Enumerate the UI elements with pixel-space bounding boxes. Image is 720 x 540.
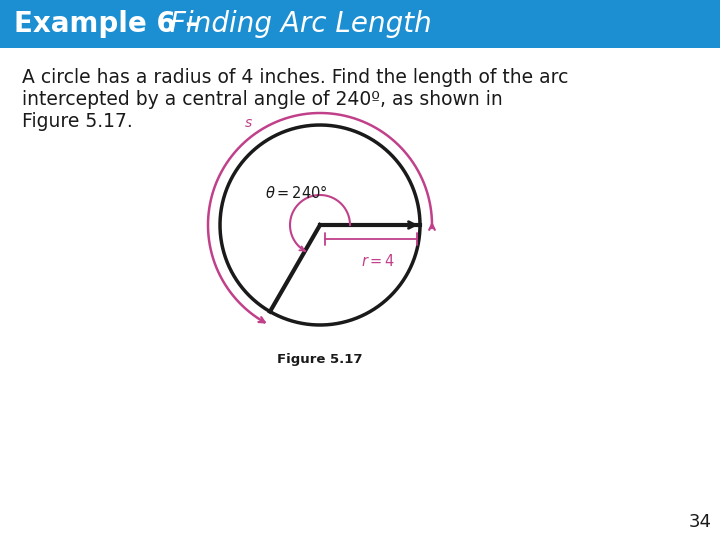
Text: Figure 5.17.: Figure 5.17.	[22, 112, 132, 131]
Text: $\theta = 240°$: $\theta = 240°$	[265, 185, 328, 201]
Text: 34: 34	[688, 513, 711, 531]
Text: Finding Arc Length: Finding Arc Length	[170, 10, 432, 38]
Text: Figure 5.17: Figure 5.17	[277, 353, 363, 366]
Text: $r = 4$: $r = 4$	[361, 253, 395, 269]
Text: intercepted by a central angle of 240º, as shown in: intercepted by a central angle of 240º, …	[22, 90, 503, 109]
Bar	[0, 0, 720, 48]
Text: A circle has a radius of 4 inches. Find the length of the arc: A circle has a radius of 4 inches. Find …	[22, 68, 568, 87]
Text: $s$: $s$	[244, 116, 253, 130]
Text: Example 6 –: Example 6 –	[14, 10, 209, 38]
